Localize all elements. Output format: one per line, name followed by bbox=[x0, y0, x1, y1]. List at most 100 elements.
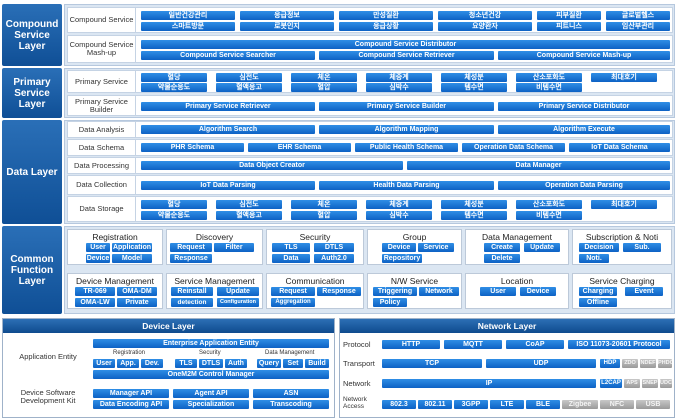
dm-delete-chip[interactable]: Delete bbox=[484, 254, 520, 263]
loc-device-chip[interactable]: Device bbox=[520, 287, 556, 296]
grp-repository-chip[interactable]: Repository bbox=[382, 254, 422, 263]
storage-item[interactable]: 혈압 bbox=[291, 211, 357, 220]
manager-api[interactable]: Manager API bbox=[93, 389, 169, 398]
data-manager[interactable]: Data Manager bbox=[407, 161, 670, 170]
operation-data-schema[interactable]: Operation Data Schema bbox=[462, 143, 565, 152]
reg-device-chip[interactable]: Device bbox=[86, 254, 110, 263]
storage-item[interactable]: 심박수 bbox=[366, 211, 432, 220]
chg-charging-chip[interactable]: Charging bbox=[579, 287, 617, 296]
ieee80211-chip[interactable]: 802.11 bbox=[418, 400, 452, 409]
compound-service[interactable]: 피부질환 bbox=[537, 11, 601, 20]
devm-tr069-chip[interactable]: TR-069 bbox=[75, 287, 115, 296]
ieee8023-chip[interactable]: 802.3 bbox=[382, 400, 416, 409]
primary-service[interactable]: 심박수 bbox=[366, 83, 432, 92]
compound-service[interactable]: 로봇인지 bbox=[240, 22, 334, 31]
storage-item[interactable]: 최대호기 bbox=[591, 200, 657, 209]
compound-distributor[interactable]: Compound Service Distributor bbox=[141, 40, 670, 49]
chg-event-chip[interactable]: Event bbox=[625, 287, 663, 296]
primary-service[interactable]: 체중계 bbox=[366, 73, 432, 82]
chg-offline-chip[interactable]: Offline bbox=[579, 298, 617, 307]
l2cap-chip[interactable]: L2CAP bbox=[600, 379, 622, 388]
usb-chip[interactable]: USB bbox=[636, 400, 670, 409]
primary-distributor[interactable]: Primary Service Distributor bbox=[498, 102, 670, 111]
primary-retriever[interactable]: Primary Service Retriever bbox=[141, 102, 315, 111]
comm-response-chip[interactable]: Response bbox=[317, 287, 361, 296]
dm-create-chip[interactable]: Create bbox=[484, 243, 520, 252]
algorithm-search[interactable]: Algorithm Search bbox=[141, 125, 315, 134]
storage-item[interactable]: 비템수면 bbox=[516, 211, 582, 220]
compound-service[interactable]: 피트니스 bbox=[537, 22, 601, 31]
nw-network-chip[interactable]: Network bbox=[419, 287, 459, 296]
compound-service[interactable]: 글로벌헬스 bbox=[606, 11, 670, 20]
dev-auth-chip[interactable]: Auth bbox=[225, 359, 247, 368]
sec-data-chip[interactable]: Data bbox=[272, 254, 310, 263]
storage-item[interactable]: 체중계 bbox=[366, 200, 432, 209]
storage-item[interactable]: 심전도 bbox=[216, 200, 282, 209]
nw-policy-chip[interactable]: Policy bbox=[373, 298, 407, 307]
dev-build-chip[interactable]: Build bbox=[305, 359, 329, 368]
primary-service[interactable]: 비템수면 bbox=[516, 83, 582, 92]
iot-data-parsing[interactable]: IoT Data Parsing bbox=[141, 181, 315, 190]
transcoding-box[interactable]: Transcoding bbox=[253, 400, 329, 409]
agent-api[interactable]: Agent API bbox=[173, 389, 249, 398]
enterprise-app-entity[interactable]: Enterprise Application Entity bbox=[93, 339, 329, 348]
primary-service[interactable]: 체온 bbox=[291, 73, 357, 82]
primary-service[interactable]: 약물순응도 bbox=[141, 83, 207, 92]
data-encoding-api[interactable]: Data Encoding API bbox=[93, 400, 169, 409]
coap-chip[interactable]: CoAP bbox=[506, 340, 564, 349]
svcm-detection-chip[interactable]: detection bbox=[171, 298, 213, 307]
compound-service[interactable]: 임산부관리 bbox=[606, 22, 670, 31]
iso-protocol-chip[interactable]: ISO 11073-20601 Protocol bbox=[568, 340, 670, 349]
sec-dtls-chip[interactable]: DTLS bbox=[314, 243, 354, 252]
dm-update-chip[interactable]: Update bbox=[524, 243, 560, 252]
ehr-schema[interactable]: EHR Schema bbox=[248, 143, 351, 152]
udp-chip[interactable]: UDP bbox=[486, 359, 596, 368]
algorithm-mapping[interactable]: Algorithm Mapping bbox=[319, 125, 494, 134]
compound-service[interactable]: 요양환자 bbox=[438, 22, 532, 31]
dev-app-chip[interactable]: App. bbox=[117, 359, 139, 368]
operation-data-parsing[interactable]: Operation Data Parsing bbox=[498, 181, 670, 190]
dev-user-chip[interactable]: User bbox=[93, 359, 115, 368]
dev-dev-chip[interactable]: Dev. bbox=[141, 359, 163, 368]
comm-aggregation-chip[interactable]: Aggregation bbox=[271, 298, 315, 307]
dev-dtls-chip[interactable]: DTLS bbox=[199, 359, 223, 368]
compound-service[interactable]: 응급상황 bbox=[339, 22, 433, 31]
primary-service[interactable]: 산소포화도 bbox=[516, 73, 582, 82]
storage-item[interactable]: 산소포화도 bbox=[516, 200, 582, 209]
primary-service[interactable]: 최대호기 bbox=[591, 73, 657, 82]
devm-private-chip[interactable]: Private bbox=[117, 298, 157, 307]
compound-service[interactable]: 응급정보 bbox=[240, 11, 334, 20]
primary-service[interactable]: 체성분 bbox=[441, 73, 507, 82]
hdp-chip[interactable]: HDP bbox=[600, 359, 620, 368]
svcm-configuration-chip[interactable]: Configuration bbox=[217, 298, 259, 307]
svcm-reinstall-chip[interactable]: Reinstall bbox=[171, 287, 213, 296]
dev-query-chip[interactable]: Query bbox=[257, 359, 281, 368]
compound-service[interactable]: 청소년건강 bbox=[438, 11, 532, 20]
reg-model-chip[interactable]: Model bbox=[112, 254, 152, 263]
storage-item[interactable]: 혈당 bbox=[141, 200, 207, 209]
primary-builder[interactable]: Primary Service Builder bbox=[319, 102, 494, 111]
primary-service[interactable]: 심전도 bbox=[216, 73, 282, 82]
storage-item[interactable]: 체성분 bbox=[441, 200, 507, 209]
specialization-box[interactable]: Specialization bbox=[173, 400, 249, 409]
grp-device-chip[interactable]: Device bbox=[382, 243, 416, 252]
storage-item[interactable]: 체온 bbox=[291, 200, 357, 209]
disc-response-chip[interactable]: Response bbox=[170, 254, 212, 263]
compound-searcher[interactable]: Compound Service Searcher bbox=[141, 51, 315, 60]
zigbee-chip[interactable]: Zigbee bbox=[562, 400, 598, 409]
sec-auth-chip[interactable]: Auth2.0 bbox=[314, 254, 354, 263]
ndef-chip[interactable]: NDEF bbox=[640, 359, 656, 368]
onem2m-control-manager[interactable]: OneM2M Control Manager bbox=[93, 370, 329, 379]
phr-schema[interactable]: PHR Schema bbox=[141, 143, 244, 152]
reg-application-chip[interactable]: Application bbox=[112, 243, 152, 252]
grp-service-chip[interactable]: Service bbox=[418, 243, 454, 252]
storage-item[interactable]: 혈액응고 bbox=[216, 211, 282, 220]
compound-service[interactable]: 일반건강관리 bbox=[141, 11, 235, 20]
disc-filter-chip[interactable]: Filter bbox=[214, 243, 254, 252]
compound-service[interactable]: 스마트방문 bbox=[141, 22, 235, 31]
ble-chip[interactable]: BLE bbox=[526, 400, 560, 409]
loc-user-chip[interactable]: User bbox=[480, 287, 516, 296]
zdo-chip[interactable]: ZDO bbox=[622, 359, 638, 368]
storage-item[interactable]: 템수면 bbox=[441, 211, 507, 220]
storage-item[interactable]: 약물순응도 bbox=[141, 211, 207, 220]
